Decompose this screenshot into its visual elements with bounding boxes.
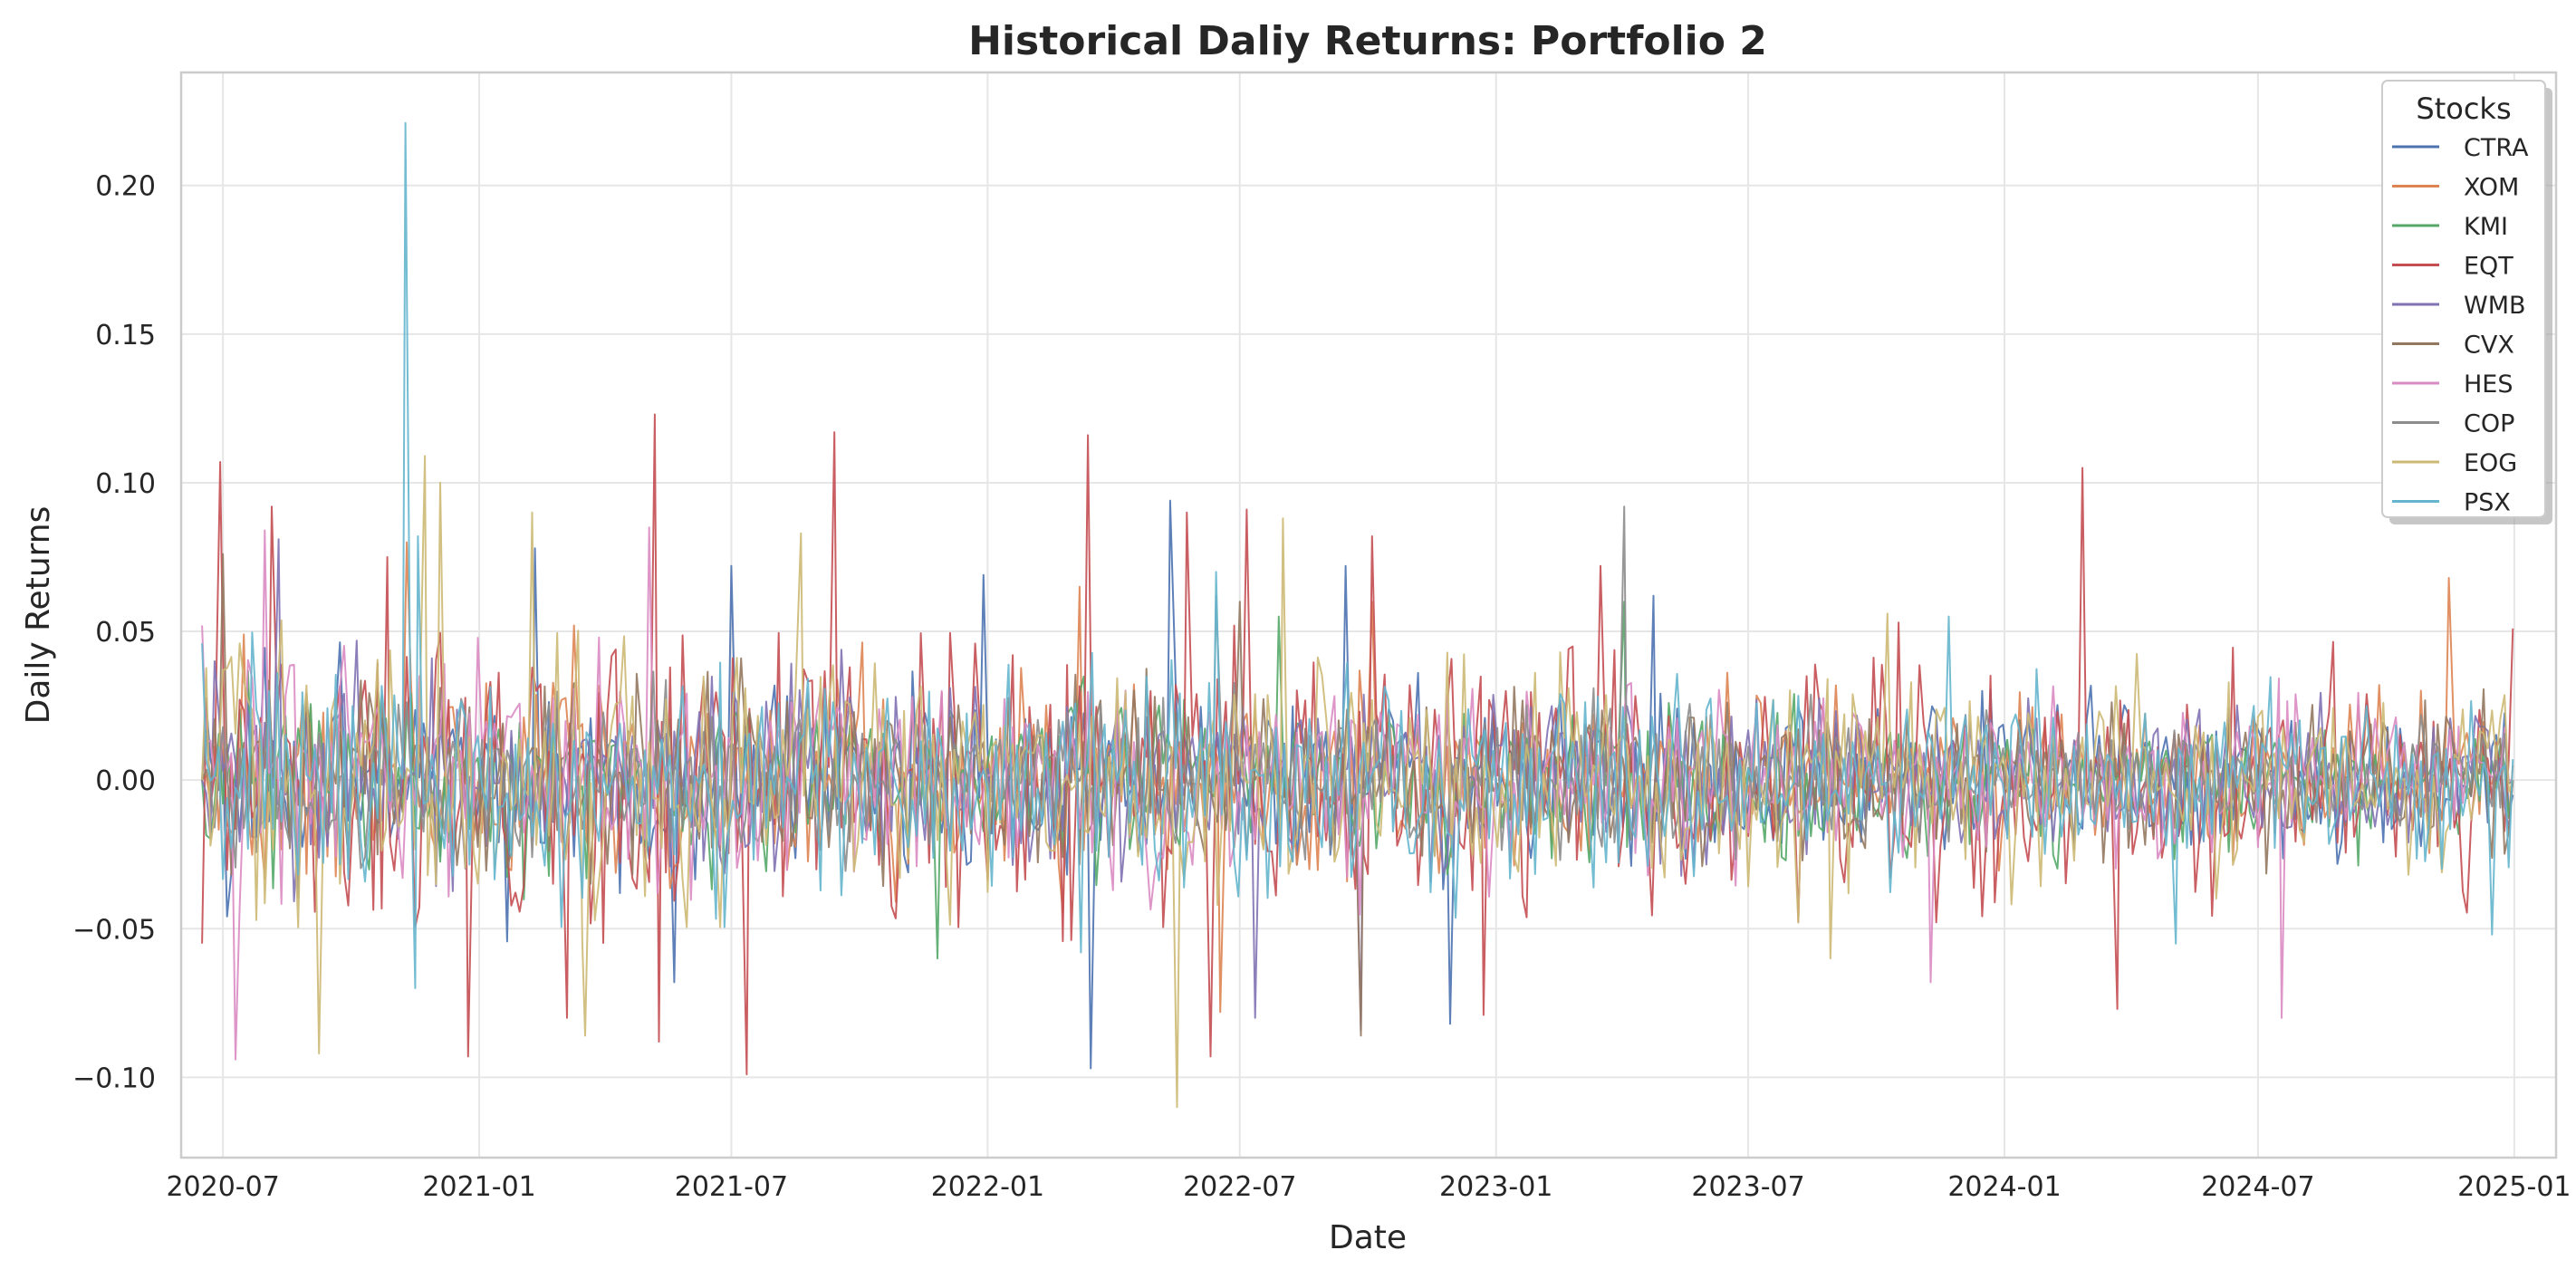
y-axis: −0.10 −0.05 0.00 0.05 0.10 0.15 0.20 — [72, 171, 156, 1095]
plot-frame — [179, 71, 2558, 1159]
x-tick-label: 2025-01 — [2457, 1171, 2571, 1203]
legend-item-hes: HES — [2392, 370, 2514, 399]
legend-item-eog: EOG — [2392, 449, 2517, 477]
legend-box — [2381, 80, 2546, 518]
y-tick-label: 0.05 — [95, 617, 156, 649]
legend: Stocks CTRA XOM KMI EQT WMB CVX HES COP EOG PSX — [2381, 80, 2552, 524]
legend-label: PSX — [2464, 489, 2511, 517]
series-line-psx — [201, 121, 2514, 989]
x-tick-label: 2021-07 — [675, 1171, 788, 1203]
legend-item-cop: COP — [2392, 410, 2514, 438]
x-tick-label: 2024-07 — [2201, 1171, 2314, 1203]
x-tick-label: 2022-07 — [1183, 1171, 1296, 1203]
x-tick-label: 2021-01 — [422, 1171, 535, 1203]
legend-item-eqt: EQT — [2392, 253, 2514, 281]
y-tick-label: 0.00 — [95, 765, 156, 797]
series-layer — [201, 121, 2514, 1109]
legend-item-cvx: CVX — [2392, 332, 2514, 360]
legend-label: COP — [2464, 410, 2514, 438]
x-tick-label: 2022-01 — [931, 1171, 1044, 1203]
legend-item-ctra: CTRA — [2392, 134, 2529, 162]
y-tick-label: −0.05 — [72, 914, 156, 946]
legend-label: EOG — [2464, 449, 2517, 477]
legend-label: CVX — [2464, 332, 2514, 360]
grid — [181, 72, 2556, 1158]
y-axis-label: Daily Returns — [20, 506, 57, 725]
chart-title: Historical Daliy Returns: Portfolio 2 — [968, 18, 1767, 64]
legend-label: KMI — [2464, 213, 2508, 241]
y-tick-label: 0.15 — [95, 320, 156, 351]
x-axis: 2020-07 2021-01 2021-07 2022-01 2022-07 2023-… — [166, 1171, 2571, 1203]
legend-label: XOM — [2464, 174, 2519, 202]
x-tick-label: 2023-07 — [1691, 1171, 1804, 1203]
series-line-eog — [201, 455, 2514, 1109]
legend-item-xom: XOM — [2392, 174, 2519, 202]
legend-label: EQT — [2464, 253, 2514, 281]
y-tick-label: −0.10 — [72, 1063, 156, 1094]
legend-item-kmi: KMI — [2392, 213, 2508, 241]
y-tick-label: 0.20 — [95, 171, 156, 203]
legend-label: HES — [2464, 370, 2514, 399]
legend-item-psx: PSX — [2392, 489, 2511, 517]
legend-label: CTRA — [2464, 134, 2529, 162]
x-tick-label: 2024-01 — [1947, 1171, 2061, 1203]
legend-title: Stocks — [2416, 91, 2511, 126]
x-axis-label: Date — [1329, 1219, 1407, 1256]
y-tick-label: 0.10 — [95, 468, 156, 500]
legend-item-wmb: WMB — [2392, 292, 2526, 320]
x-tick-label: 2023-01 — [1439, 1171, 1552, 1203]
x-tick-label: 2020-07 — [166, 1171, 279, 1203]
legend-label: WMB — [2464, 292, 2526, 320]
